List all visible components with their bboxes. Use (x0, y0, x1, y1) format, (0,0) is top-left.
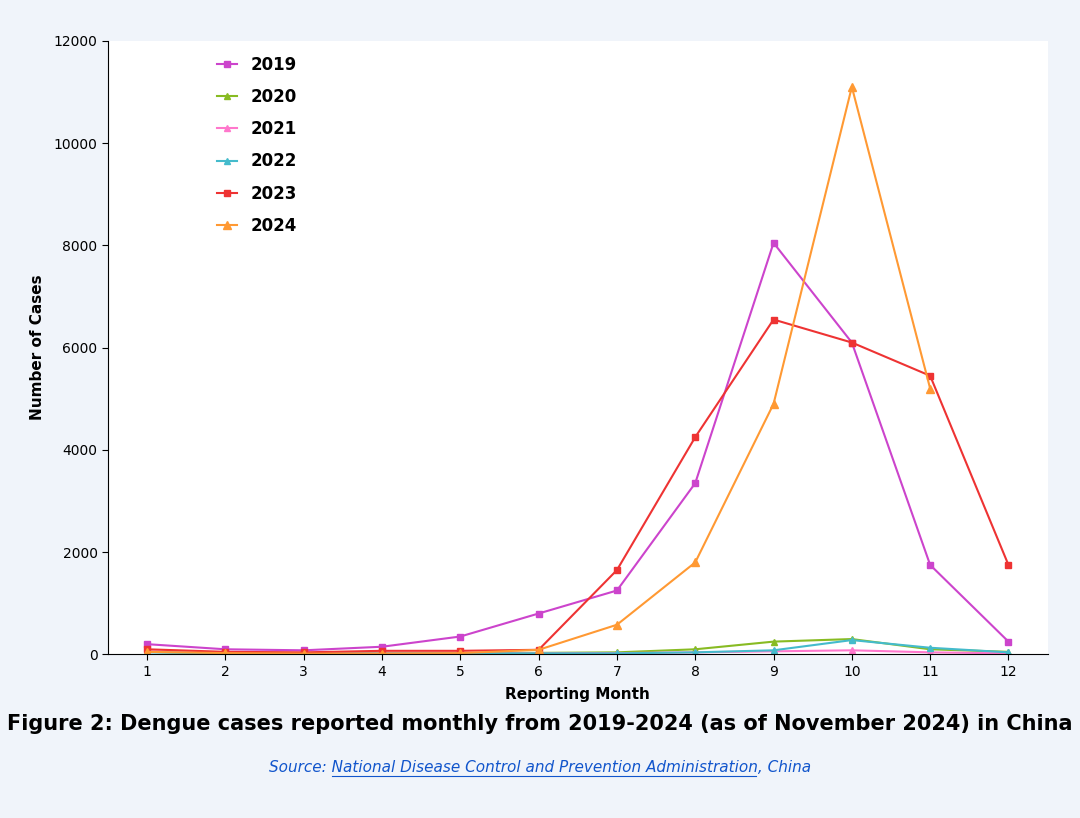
2021 (532, 649, 545, 658)
2022 (767, 645, 780, 655)
2019 (610, 586, 623, 596)
Line: 2021: 2021 (144, 647, 1012, 657)
2023 (297, 648, 310, 658)
2024 (610, 620, 623, 630)
2023 (767, 315, 780, 325)
2020 (1002, 647, 1015, 657)
Y-axis label: Number of Cases: Number of Cases (30, 275, 45, 420)
2019 (923, 560, 936, 570)
2020 (767, 636, 780, 646)
2019 (376, 642, 389, 652)
Line: 2024: 2024 (143, 83, 934, 658)
2021 (297, 649, 310, 658)
2021 (689, 648, 702, 658)
2024 (689, 558, 702, 568)
2021 (846, 645, 859, 655)
2023 (376, 646, 389, 656)
2019 (1002, 636, 1015, 646)
X-axis label: Reporting Month: Reporting Month (505, 687, 650, 702)
2021 (376, 649, 389, 658)
2019 (219, 645, 232, 654)
2021 (219, 648, 232, 658)
2022 (689, 648, 702, 658)
2024 (454, 648, 467, 658)
2020 (376, 648, 389, 658)
2024 (376, 649, 389, 658)
2020 (689, 645, 702, 654)
2021 (140, 646, 153, 656)
2023 (140, 645, 153, 654)
Text: Source: National Disease Control and Prevention Administration, China: Source: National Disease Control and Pre… (269, 760, 811, 775)
Line: 2020: 2020 (144, 636, 1012, 657)
2021 (767, 646, 780, 656)
2024 (846, 82, 859, 92)
Text: Figure 2: Dengue cases reported monthly from 2019-2024 (as of November 2024) in : Figure 2: Dengue cases reported monthly … (8, 714, 1072, 734)
Line: 2023: 2023 (144, 316, 1012, 656)
2020 (140, 647, 153, 657)
2024 (219, 648, 232, 658)
2019 (846, 338, 859, 348)
2019 (297, 645, 310, 655)
2020 (297, 649, 310, 658)
2019 (532, 609, 545, 618)
Legend: 2019, 2020, 2021, 2022, 2023, 2024: 2019, 2020, 2021, 2022, 2023, 2024 (211, 49, 303, 241)
2020 (532, 648, 545, 658)
2022 (376, 649, 389, 658)
2022 (454, 649, 467, 658)
2019 (140, 640, 153, 649)
2021 (610, 648, 623, 658)
2020 (923, 645, 936, 654)
2023 (454, 646, 467, 656)
2023 (610, 565, 623, 575)
2024 (923, 384, 936, 393)
Line: 2019: 2019 (144, 240, 1012, 654)
2023 (689, 432, 702, 442)
2019 (454, 631, 467, 641)
2023 (219, 647, 232, 657)
2024 (140, 647, 153, 657)
2022 (140, 648, 153, 658)
2021 (454, 649, 467, 658)
2020 (610, 648, 623, 658)
2021 (1002, 649, 1015, 658)
2020 (846, 634, 859, 644)
2023 (846, 338, 859, 348)
2022 (1002, 648, 1015, 658)
2024 (767, 399, 780, 409)
2020 (219, 648, 232, 658)
2022 (297, 649, 310, 658)
Line: 2022: 2022 (144, 636, 1012, 657)
2023 (1002, 560, 1015, 570)
2021 (923, 648, 936, 658)
2022 (846, 635, 859, 645)
2024 (297, 649, 310, 658)
2020 (454, 648, 467, 658)
2022 (610, 649, 623, 658)
2022 (923, 643, 936, 653)
2023 (532, 645, 545, 654)
2019 (689, 479, 702, 488)
2024 (532, 645, 545, 654)
2019 (767, 238, 780, 248)
2022 (219, 649, 232, 658)
2023 (923, 371, 936, 380)
2022 (532, 649, 545, 658)
